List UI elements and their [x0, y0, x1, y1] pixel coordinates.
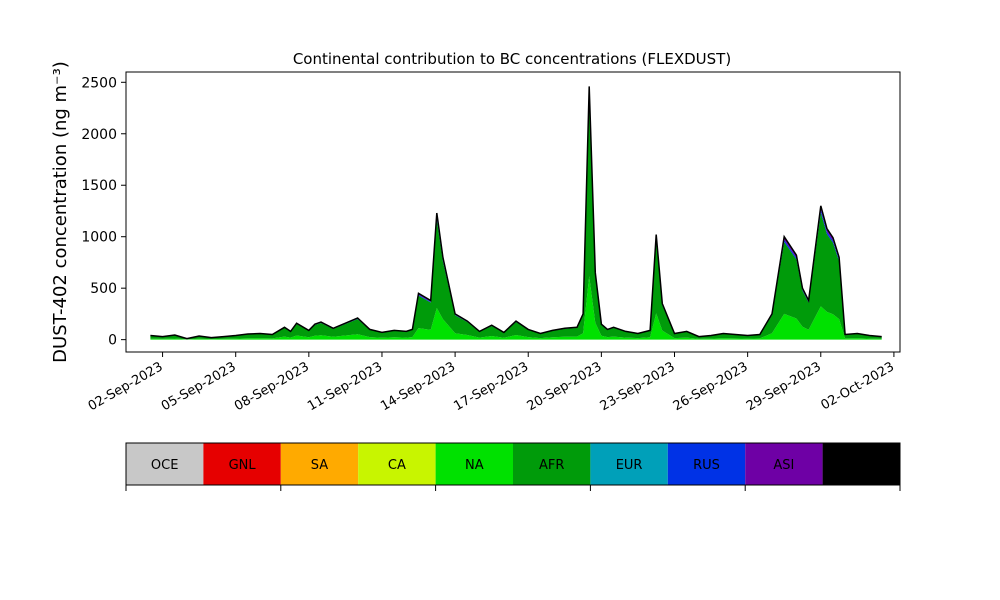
x-tick-label: 17-Sep-2023 [451, 359, 531, 414]
x-tick-label: 14-Sep-2023 [378, 359, 458, 414]
legend-swatch-na [435, 443, 513, 485]
total-line [150, 86, 882, 340]
area-asi [150, 86, 882, 339]
x-tick-label: 08-Sep-2023 [232, 359, 312, 414]
x-tick-label: 02-Oct-2023 [819, 359, 897, 413]
legend-label-aus: AUS [848, 458, 875, 473]
legend-label-sa: SA [311, 458, 328, 473]
plot-area [150, 86, 882, 340]
legend-label-ca: CA [388, 458, 406, 473]
legend-swatch-oce [126, 443, 204, 485]
area-na [150, 276, 882, 340]
y-tick-label: 1500 [81, 178, 117, 194]
legend-swatch-rus [667, 443, 746, 485]
legend-swatch-sa [280, 443, 359, 485]
legend-swatch-aus [822, 443, 900, 485]
y-tick-label: 2000 [81, 127, 117, 143]
plot-frame [125, 71, 901, 353]
legend-label-eur: EUR [616, 458, 643, 473]
legend-swatch-ca [358, 443, 436, 485]
legend-label-na: NA [465, 458, 484, 473]
y-axis: 0 500 1000 1500 2000 2500 [81, 75, 126, 349]
y-tick-label: 0 [108, 333, 117, 349]
area-afr [150, 99, 882, 340]
x-tick-label: 05-Sep-2023 [159, 359, 239, 414]
chart-title: Continental contribution to BC concentra… [293, 50, 731, 68]
x-tick-label: 11-Sep-2023 [305, 359, 385, 414]
y-tick-label: 1000 [81, 230, 117, 246]
legend: OCE GNL SA CA NA AFR EUR RUS ASI AUS [125, 442, 901, 491]
x-tick-label: 02-Sep-2023 [86, 359, 166, 414]
y-axis-label: DUST-402 concentration (ng m⁻³) [50, 61, 71, 363]
area-rus [150, 94, 882, 339]
legend-label-gnl: GNL [229, 458, 257, 473]
legend-swatch-eur [590, 443, 668, 485]
legend-swatch-gnl [203, 443, 281, 485]
y-tick-label: 2500 [81, 75, 117, 91]
legend-label-rus: RUS [693, 458, 720, 473]
legend-label-oce: OCE [151, 458, 179, 473]
x-axis: 02-Sep-202305-Sep-202308-Sep-202311-Sep-… [86, 352, 897, 414]
legend-frame [125, 442, 901, 486]
legend-label-asi: ASI [773, 458, 794, 473]
x-tick-label: 26-Sep-2023 [671, 359, 751, 414]
x-tick-label: 29-Sep-2023 [744, 359, 824, 414]
y-tick-label: 500 [90, 281, 117, 297]
legend-label-afr: AFR [539, 458, 564, 473]
x-tick-label: 23-Sep-2023 [598, 359, 678, 414]
x-tick-label: 20-Sep-2023 [525, 359, 605, 414]
legend-swatch-afr [513, 443, 591, 485]
legend-swatch-asi [745, 443, 823, 485]
